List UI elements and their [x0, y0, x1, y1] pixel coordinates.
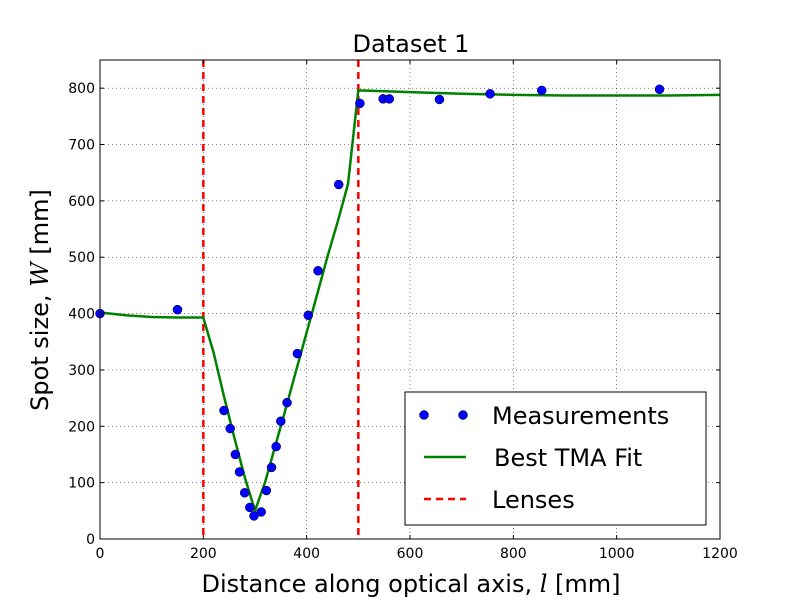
measurement-point: [172, 304, 183, 315]
measurement-point: [239, 488, 250, 498]
measurement-point: [654, 84, 665, 95]
measurement-point: [303, 310, 313, 321]
x-tick-label: 1000: [599, 546, 635, 562]
measurement-point: [292, 348, 303, 359]
measurement-series: [95, 84, 665, 521]
measurement-point: [333, 179, 344, 190]
measurement-point: [485, 89, 495, 99]
legend: Measurements Best TMA Fit Lenses: [404, 391, 707, 526]
legend-measurements-marker: [458, 410, 468, 420]
y-axis-label-suffix: [mm]: [26, 189, 54, 262]
measurement-point: [225, 423, 235, 434]
y-axis-ticks: 0 100 200 300 400 500 600 700 800: [68, 81, 720, 548]
measurement-point: [537, 85, 547, 96]
measurement-point: [261, 485, 272, 496]
legend-lenses-label: Lenses: [492, 486, 575, 514]
fit-line: [99, 89, 721, 513]
measurement-point: [434, 94, 445, 105]
y-axis-label-symbol: W: [26, 260, 54, 287]
y-axis-label: Spot size, W [mm]: [26, 189, 54, 411]
x-axis-label-symbol: l: [540, 570, 548, 598]
y-tick-label: 400: [68, 307, 95, 323]
measurement-point: [249, 511, 259, 521]
measurement-point: [271, 441, 281, 452]
legend-box: [404, 391, 707, 526]
y-tick-label: 100: [68, 476, 95, 492]
chart-title: Dataset 1: [353, 30, 470, 58]
x-tick-label: 200: [190, 546, 217, 562]
legend-measurements-label: Measurements: [492, 402, 669, 430]
measurement-point: [355, 98, 365, 109]
measurement-point: [276, 416, 286, 426]
measurement-point: [234, 467, 245, 477]
measurement-point: [266, 462, 277, 473]
x-axis-label: Distance along optical axis, l [mm]: [201, 570, 620, 598]
measurement-point: [219, 405, 229, 416]
fit-series: [99, 89, 721, 513]
x-tick-label: 400: [293, 546, 320, 562]
x-tick-label: 0: [96, 546, 105, 562]
y-tick-label: 800: [68, 81, 95, 97]
x-axis-label-suffix: [mm]: [547, 570, 620, 598]
measurement-point: [230, 449, 241, 460]
x-axis-ticks: 0 200 400 600 800 1000 1200: [96, 60, 738, 562]
measurement-point: [245, 502, 255, 513]
measurement-point: [282, 397, 292, 408]
y-tick-label: 0: [86, 532, 95, 548]
y-tick-label: 700: [68, 138, 95, 154]
y-axis-label-prefix: Spot size,: [26, 287, 54, 411]
measurement-point: [256, 507, 266, 517]
x-axis-label-prefix: Distance along optical axis,: [201, 570, 539, 598]
x-tick-label: 600: [397, 546, 424, 562]
legend-measurements-marker: [419, 410, 429, 420]
y-tick-label: 300: [68, 363, 95, 379]
measurement-point: [384, 94, 395, 104]
y-tick-label: 500: [68, 250, 95, 266]
y-tick-label: 200: [68, 419, 95, 435]
x-tick-label: 1200: [702, 546, 738, 562]
x-tick-label: 800: [500, 546, 527, 562]
lens-lines: [202, 60, 360, 539]
y-tick-label: 600: [68, 194, 95, 210]
measurement-point: [313, 266, 323, 276]
legend-fit-label: Best TMA Fit: [494, 444, 642, 472]
